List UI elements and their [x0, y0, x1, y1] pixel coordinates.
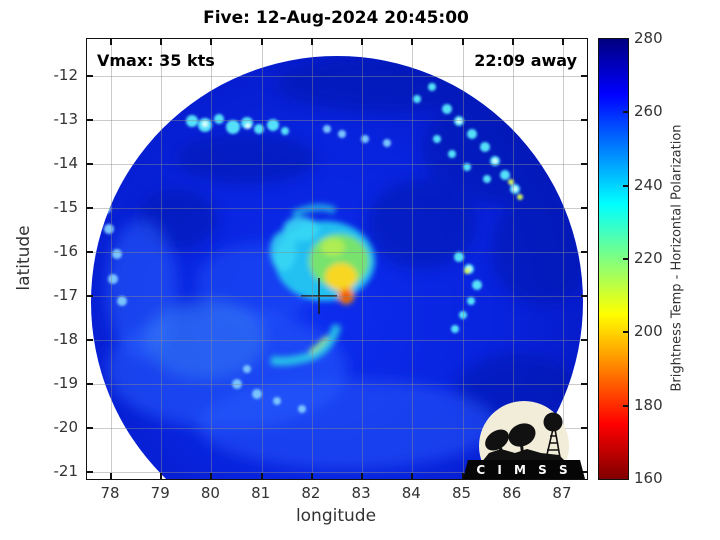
x-tick-label: 83 — [351, 484, 371, 502]
x-tick-label: 84 — [401, 484, 421, 502]
plot-area: C I M S S Vmax: 35 kts 22:09 away — [86, 38, 588, 480]
x-axis-title: longitude — [295, 506, 377, 526]
storm-heatmap — [91, 56, 583, 479]
y-tick-label: -16 — [53, 242, 79, 260]
colorbar-tick-label: 200 — [634, 322, 663, 341]
tower-ball — [543, 412, 563, 432]
comma-tail-band — [269, 323, 342, 366]
colorbar-tick-mark — [623, 111, 628, 114]
x-tick-label: 85 — [451, 484, 472, 502]
y-tick-label: -19 — [53, 374, 79, 392]
y-tick-label: -13 — [53, 110, 79, 128]
storm-center-marker — [301, 278, 337, 314]
colorbar — [598, 38, 629, 480]
colorbar-title: Brightness Temp - Horizontal Polarizatio… — [669, 124, 685, 392]
x-tick-label: 78 — [100, 484, 120, 502]
colorbar-tick-label: 240 — [634, 175, 663, 194]
satellite-dishes-icon — [481, 423, 567, 463]
colorbar-tick-mark — [623, 404, 628, 407]
storm-inner-core — [269, 204, 375, 366]
y-tick-label: -18 — [53, 330, 79, 348]
y-tick-label: -17 — [53, 286, 79, 304]
x-tick-label: 79 — [150, 484, 170, 502]
x-tick-label: 82 — [301, 484, 321, 502]
x-tick-label: 87 — [552, 484, 572, 502]
rainband-speckles — [103, 83, 523, 413]
colorbar-tick-mark — [623, 331, 628, 334]
logo-banner — [463, 460, 585, 479]
x-tick-label: 86 — [502, 484, 522, 502]
colorbar-tick-label: 160 — [634, 468, 663, 487]
logo-text: C I M S S — [476, 463, 571, 477]
colorbar-tick-label: 260 — [634, 102, 663, 121]
colorbar-tick-label: 180 — [634, 395, 663, 414]
colorbar-tick-label: 280 — [634, 29, 663, 47]
y-tick-label: -21 — [53, 462, 79, 480]
x-tick-label: 80 — [200, 484, 220, 502]
y-axis-title: latitude — [14, 225, 34, 291]
vmax-annotation: Vmax: 35 kts — [97, 51, 215, 70]
colorbar-tick-mark — [623, 257, 628, 260]
x-tick-label: 81 — [251, 484, 271, 502]
cimss-logo: C I M S S — [463, 401, 585, 479]
colorbar-tick-mark — [623, 184, 628, 187]
y-tick-label: -12 — [53, 66, 79, 84]
y-tick-label: -20 — [53, 418, 79, 436]
y-tick-label: -14 — [53, 154, 79, 172]
time-away-annotation: 22:09 away — [474, 51, 577, 70]
colorbar-tick-label: 220 — [634, 248, 663, 267]
y-tick-label: -15 — [53, 198, 79, 216]
figure-title: Five: 12-Aug-2024 20:45:00 — [203, 8, 469, 28]
light-cloud-patches — [107, 219, 497, 469]
